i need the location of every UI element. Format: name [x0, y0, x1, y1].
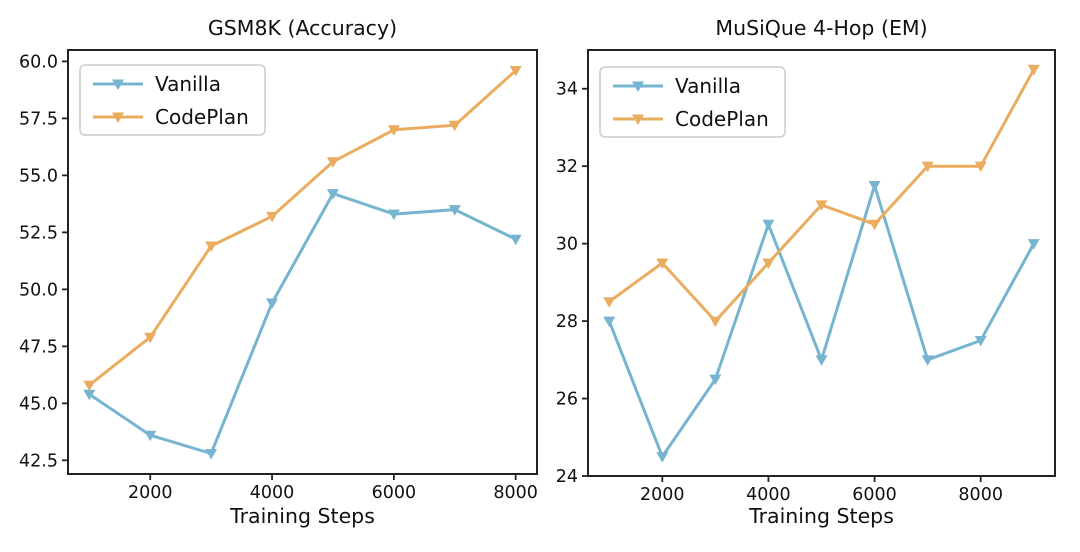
series-line-vanilla — [607, 184, 1036, 459]
data-marker-codeplan — [448, 120, 461, 132]
legend-marker-icon — [112, 79, 124, 90]
chart-title-musique: MuSiQue 4-Hop (EM) — [715, 16, 928, 40]
data-marker-vanilla — [205, 448, 218, 460]
data-marker-codeplan — [762, 258, 775, 269]
y-tick-label: 42.5 — [19, 451, 58, 471]
data-marker-codeplan — [921, 161, 934, 173]
legend-label: CodePlan — [155, 105, 249, 129]
data-marker-vanilla — [83, 389, 96, 401]
plot-frame — [587, 49, 1056, 477]
legend-label: Vanilla — [155, 72, 221, 96]
data-marker-codeplan — [656, 258, 669, 269]
data-marker-vanilla — [266, 298, 279, 310]
data-marker-vanilla — [762, 219, 775, 231]
x-tick-label: 8000 — [958, 485, 1003, 505]
x-tick-label: 4000 — [250, 483, 295, 503]
panel-musique: 2000 4000 6000 8000 24 26 28 30 32 34 Vanilla CodeP… — [556, 49, 1056, 505]
data-marker-vanilla — [603, 316, 616, 328]
data-marker-vanilla — [921, 355, 934, 366]
x-axis-label-musique: Training Steps — [749, 504, 894, 528]
data-marker-codeplan — [144, 332, 157, 344]
data-marker-vanilla — [709, 374, 722, 386]
x-tick-label: 2000 — [640, 485, 685, 505]
data-marker-codeplan — [709, 316, 722, 328]
y-tick-label: 34 — [556, 80, 578, 100]
data-marker-codeplan — [868, 219, 881, 231]
data-marker-codeplan — [326, 157, 339, 168]
y-tick-label: 50.0 — [19, 280, 58, 300]
panel-gsm8k: 2000 4000 6000 8000 42.5 45.0 47.5 50.0 52.5 55.0… — [19, 49, 538, 503]
y-tick-label: 24 — [556, 467, 578, 487]
data-marker-codeplan — [1027, 64, 1040, 76]
y-tick-label: 47.5 — [19, 337, 58, 357]
y-tick-label: 57.5 — [19, 109, 58, 129]
data-marker-codeplan — [815, 200, 828, 211]
y-tick-label: 30 — [556, 235, 578, 255]
x-tick-label: 4000 — [746, 485, 791, 505]
y-tick-label: 28 — [556, 312, 578, 332]
data-marker-vanilla — [144, 430, 157, 442]
data-marker-vanilla — [326, 189, 339, 200]
data-marker-codeplan — [205, 241, 218, 253]
x-tick-label: 8000 — [493, 483, 538, 503]
legend-marker-icon — [632, 81, 644, 92]
y-tick-label: 26 — [556, 390, 578, 410]
legend-musique: Vanilla CodePlan — [599, 66, 786, 138]
y-tick-label: 32 — [556, 157, 578, 177]
data-marker-vanilla — [509, 234, 522, 246]
data-marker-vanilla — [974, 335, 987, 347]
x-tick-label: 6000 — [852, 485, 897, 505]
x-tick-label: 6000 — [372, 483, 417, 503]
series-line-vanilla — [87, 192, 518, 455]
x-tick-label: 2000 — [128, 483, 173, 503]
data-marker-vanilla — [1027, 239, 1040, 250]
chart-title-gsm8k: GSM8K (Accuracy) — [207, 16, 398, 40]
legend-label: Vanilla — [675, 74, 741, 98]
legend-marker-icon — [112, 112, 124, 123]
y-tick-label: 52.5 — [19, 223, 58, 243]
legend-marker-icon — [632, 114, 644, 125]
plot-frame — [67, 49, 538, 475]
data-marker-vanilla — [448, 205, 461, 216]
data-marker-vanilla — [815, 355, 828, 366]
y-tick-label: 55.0 — [19, 166, 58, 186]
x-axis-label-gsm8k: Training Steps — [230, 504, 375, 528]
y-tick-label: 60.0 — [19, 52, 58, 72]
data-marker-codeplan — [387, 125, 400, 136]
data-marker-codeplan — [266, 211, 279, 223]
data-marker-vanilla — [387, 209, 400, 221]
series-line-codeplan — [87, 69, 518, 387]
y-tick-label: 45.0 — [19, 394, 58, 414]
data-marker-vanilla — [868, 181, 881, 192]
data-marker-codeplan — [974, 161, 987, 173]
data-marker-codeplan — [509, 66, 522, 77]
data-marker-codeplan — [83, 380, 96, 392]
data-marker-vanilla — [656, 452, 669, 463]
legend-label: CodePlan — [675, 107, 769, 131]
legend-gsm8k: Vanilla CodePlan — [79, 64, 266, 136]
data-marker-codeplan — [603, 297, 616, 308]
